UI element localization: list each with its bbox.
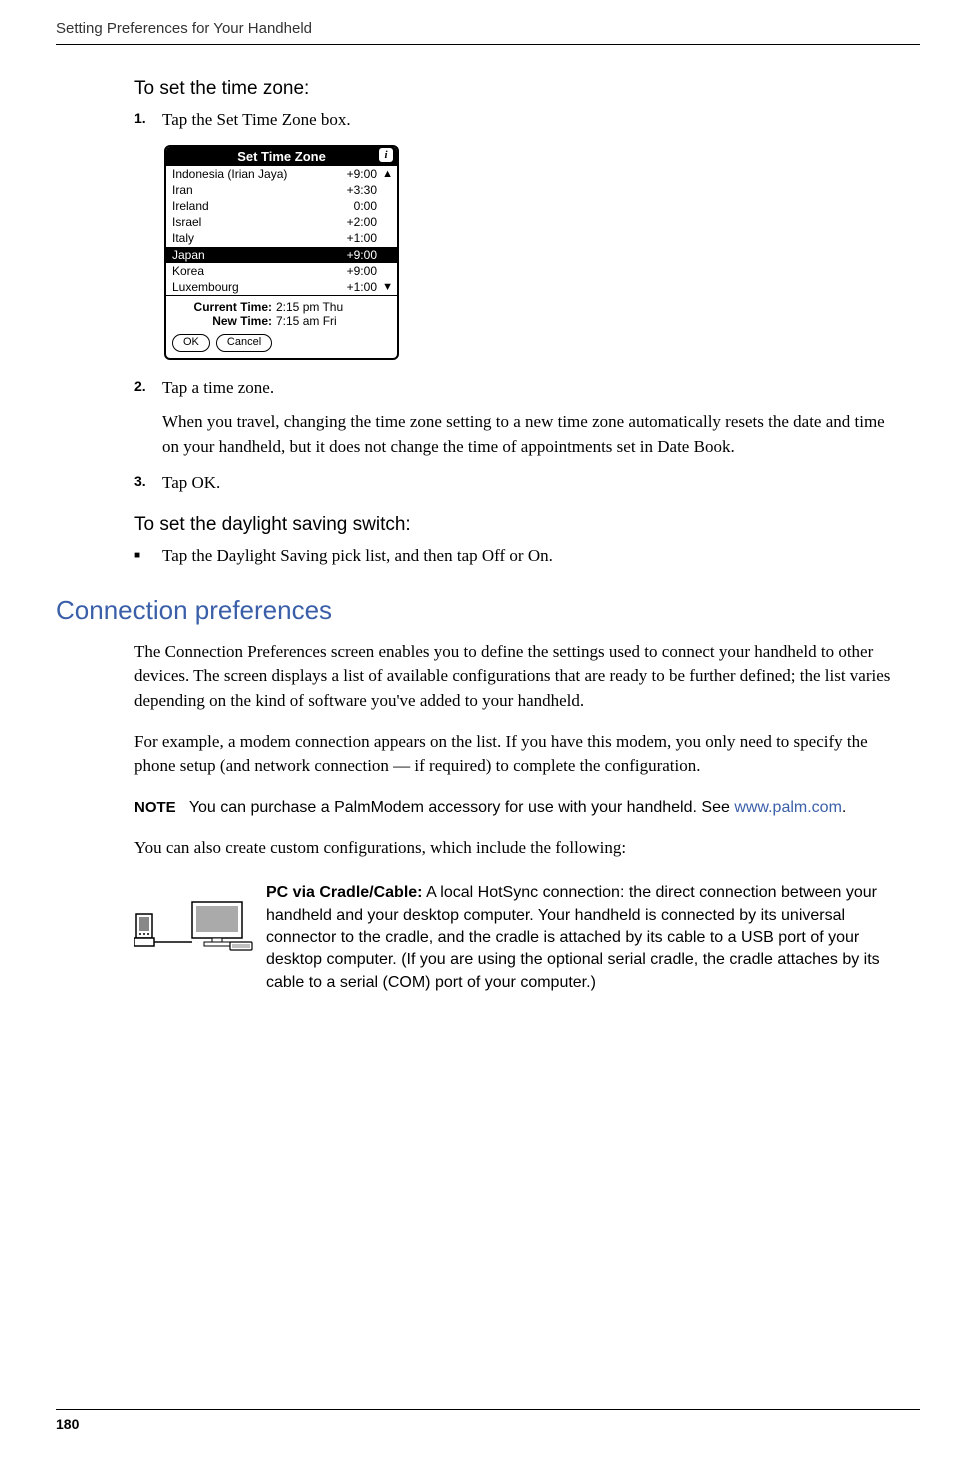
dialog-title-bar: Set Time Zone i	[166, 147, 397, 166]
heading-connection-prefs: Connection preferences	[56, 595, 904, 626]
dialog-title: Set Time Zone	[237, 149, 326, 164]
step-paragraph: When you travel, changing the time zone …	[162, 410, 904, 459]
step-text: Tap the Set Time Zone box.	[162, 108, 904, 133]
link-palm[interactable]: www.palm.com	[734, 799, 842, 816]
paragraph: You can also create custom configuration…	[134, 836, 904, 861]
scroll-down-icon[interactable]: ▼	[382, 281, 393, 293]
new-time-value: 7:15 am Fri	[276, 314, 337, 328]
bullet-item: ■ Tap the Daylight Saving pick list, and…	[134, 544, 904, 569]
list-item[interactable]: Luxembourg+1:00	[166, 279, 397, 295]
page-number: 180	[56, 1416, 79, 1432]
step-1: 1. Tap the Set Time Zone box.	[134, 108, 904, 133]
config-description: PC via Cradle/Cable: A local HotSync con…	[266, 882, 904, 994]
paragraph: The Connection Preferences screen enable…	[134, 640, 904, 714]
cradle-pc-icon	[134, 896, 254, 957]
list-item[interactable]: Italy+1:00	[166, 230, 397, 246]
time-display: Current Time:2:15 pm Thu New Time:7:15 a…	[166, 296, 397, 330]
step-number: 1.	[134, 108, 162, 133]
current-time-value: 2:15 pm Thu	[276, 300, 343, 314]
list-item[interactable]: Israel+2:00	[166, 214, 397, 230]
subhead-timezone: To set the time zone:	[134, 78, 904, 100]
config-item: PC via Cradle/Cable: A local HotSync con…	[134, 882, 904, 994]
note-block: NOTE You can purchase a PalmModem access…	[134, 795, 904, 820]
bullet-icon: ■	[134, 544, 162, 569]
note-text: You can purchase a PalmModem accessory f…	[189, 799, 735, 816]
step-number: 3.	[134, 471, 162, 496]
step-text: Tap OK.	[162, 471, 904, 496]
note-label: NOTE	[134, 799, 176, 816]
page-header: Setting Preferences for Your Handheld	[56, 20, 312, 37]
new-time-label: New Time:	[172, 314, 276, 328]
list-item[interactable]: Indonesia (Irian Jaya)+9:00	[166, 166, 397, 182]
list-item[interactable]: Iran+3:30	[166, 182, 397, 198]
paragraph: For example, a modem connection appears …	[134, 730, 904, 779]
ok-button[interactable]: OK	[172, 334, 210, 351]
list-item[interactable]: Korea+9:00	[166, 263, 397, 279]
footer-rule	[56, 1409, 920, 1410]
header-rule	[56, 44, 920, 45]
cancel-button[interactable]: Cancel	[216, 334, 272, 351]
info-icon[interactable]: i	[379, 148, 393, 162]
step-number: 2.	[134, 376, 162, 460]
list-item[interactable]: Ireland0:00	[166, 198, 397, 214]
subhead-dst: To set the daylight saving switch:	[134, 514, 904, 536]
scroll-up-icon[interactable]: ▲	[382, 168, 393, 180]
note-text-end: .	[842, 799, 846, 816]
step-2: 2. Tap a time zone. When you travel, cha…	[134, 376, 904, 460]
timezone-list[interactable]: ▲ Indonesia (Irian Jaya)+9:00 Iran+3:30 …	[166, 166, 397, 297]
step-3: 3. Tap OK.	[134, 471, 904, 496]
step-text: Tap a time zone. When you travel, changi…	[162, 376, 904, 460]
current-time-label: Current Time:	[172, 300, 276, 314]
config-label: PC via Cradle/Cable:	[266, 884, 423, 901]
list-item-selected[interactable]: Japan+9:00	[166, 247, 397, 263]
set-time-zone-dialog: Set Time Zone i ▲ Indonesia (Irian Jaya)…	[164, 145, 399, 360]
bullet-text: Tap the Daylight Saving pick list, and t…	[162, 544, 904, 569]
